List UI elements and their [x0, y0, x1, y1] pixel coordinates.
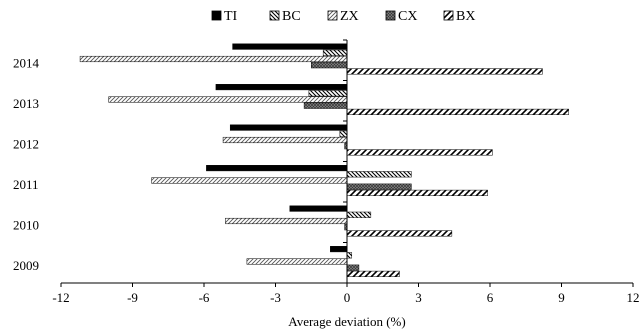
x-tick-label: 9 — [558, 290, 565, 305]
bar-bc-2014 — [322, 49, 348, 56]
category-label-2012: 2012 — [13, 136, 39, 151]
legend-swatch-zx — [327, 10, 338, 21]
bar-bc-2012 — [339, 130, 348, 137]
bar-zx-2009 — [246, 258, 348, 265]
x-axis-title: Average deviation (%) — [288, 314, 405, 329]
bar-cx-2009 — [346, 264, 360, 271]
bar-ti-2011 — [206, 165, 348, 172]
bar-bc-2013 — [308, 90, 348, 97]
bar-ti-2010 — [289, 205, 348, 212]
legend-label-ti: TI — [224, 9, 238, 24]
bar-zx-2012 — [222, 136, 348, 144]
x-tick-label: 0 — [344, 290, 351, 305]
legend-label-zx: ZX — [340, 9, 359, 24]
bar-bx-2009 — [346, 270, 400, 277]
category-label-2009: 2009 — [13, 258, 39, 273]
bar-cx-2013 — [303, 102, 348, 109]
bar-zx-2010 — [225, 217, 348, 225]
bar-ti-2013 — [215, 84, 348, 91]
bar-bc-2009 — [346, 252, 353, 259]
bar-bc-2011 — [346, 171, 412, 178]
bar-bx-2013 — [346, 108, 569, 115]
category-label-2013: 2013 — [13, 96, 39, 111]
x-tick-label: 3 — [415, 290, 422, 305]
bar-bc-2010 — [346, 211, 372, 218]
bar-bx-2014 — [346, 68, 543, 75]
bar-cx-2014 — [311, 62, 348, 69]
bar-bx-2012 — [346, 149, 493, 156]
x-tick-label: 6 — [487, 290, 494, 305]
legend-swatch-ti — [211, 10, 222, 21]
category-label-2014: 2014 — [13, 55, 40, 70]
bar-zx-2014 — [79, 55, 348, 63]
x-tick-label: -3 — [270, 290, 281, 305]
bar-ti-2009 — [330, 246, 348, 253]
bar-bx-2011 — [346, 189, 488, 196]
x-tick-label: -6 — [199, 290, 210, 305]
legend-swatch-cx — [385, 10, 396, 21]
x-tick-label: -9 — [127, 290, 138, 305]
x-tick-label: 12 — [627, 290, 640, 305]
bar-ti-2014 — [232, 43, 348, 50]
bar-cx-2011 — [346, 183, 412, 190]
legend-label-bx: BX — [456, 9, 475, 24]
x-tick-label: -12 — [52, 290, 69, 305]
legend-swatch-bc — [269, 10, 280, 21]
category-label-2011: 2011 — [13, 177, 39, 192]
bar-bx-2010 — [346, 230, 453, 237]
bar-ti-2012 — [229, 124, 348, 131]
legend-label-cx: CX — [398, 9, 417, 24]
legend: TI BC ZX CX BX — [211, 9, 475, 24]
bar-zx-2013 — [108, 96, 348, 103]
legend-label-bc: BC — [282, 9, 301, 24]
legend-swatch-bx — [443, 10, 454, 21]
bars-group — [79, 43, 569, 277]
category-label-2010: 2010 — [13, 217, 39, 232]
axes: -12 -9 -6 -3 0 3 6 9 12 2009 2010 2011 2012 2013 2014 — [13, 39, 640, 305]
bar-zx-2011 — [151, 177, 348, 184]
